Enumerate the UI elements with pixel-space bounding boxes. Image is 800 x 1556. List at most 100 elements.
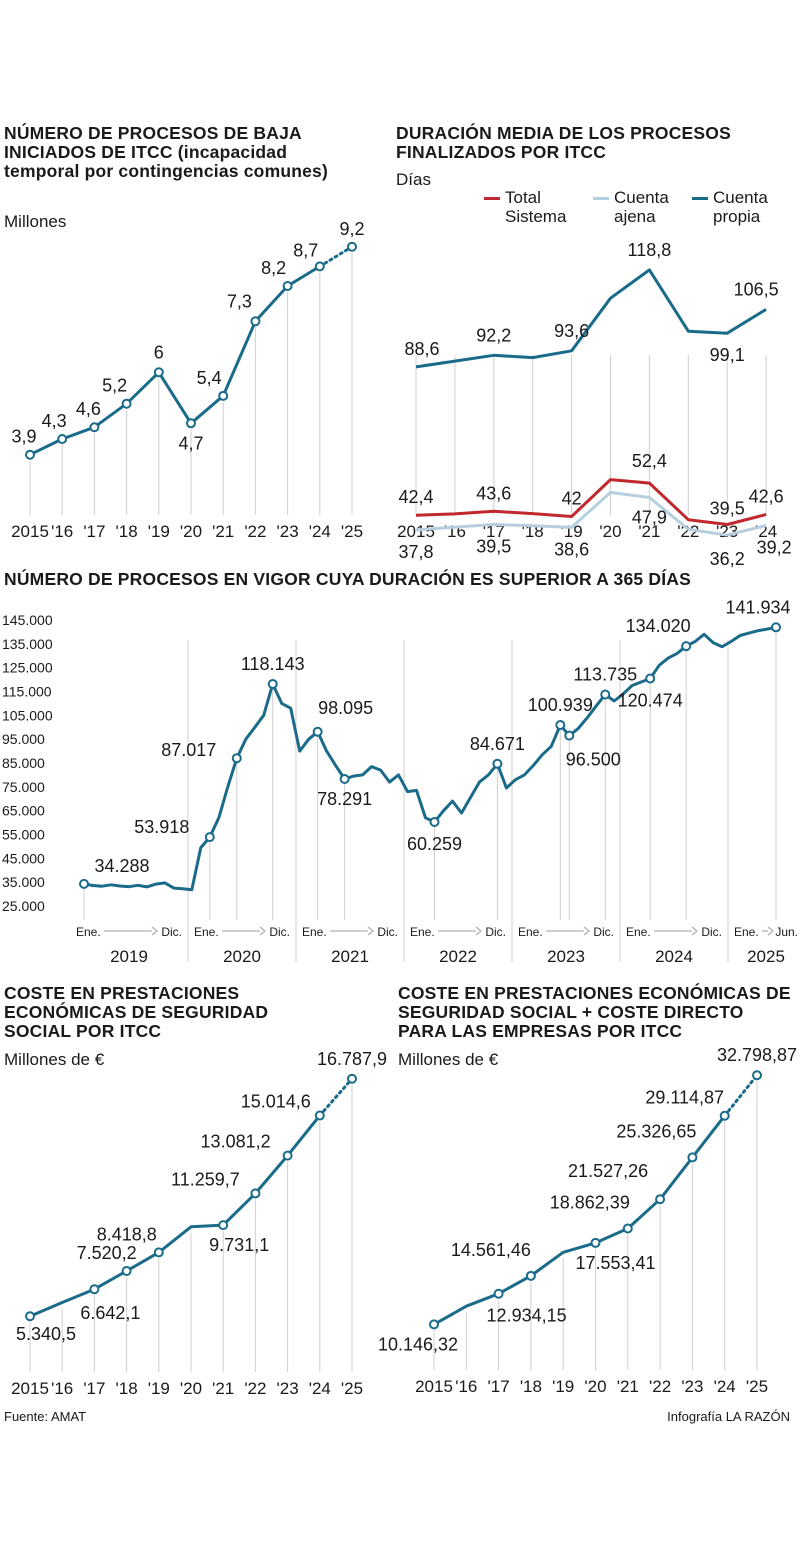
p1-data-label: 9,2 xyxy=(339,219,364,239)
p3-point-marker xyxy=(555,720,566,731)
legend-ajena: Cuenta ajena xyxy=(593,188,684,226)
p5-data-label: 12.934,15 xyxy=(487,1306,567,1326)
p3-point-marker xyxy=(645,673,656,684)
p3-month-start: Ene. xyxy=(302,925,327,939)
p1-point-marker xyxy=(282,281,293,291)
p4-data-label: 9.731,1 xyxy=(209,1235,269,1255)
p1-point-marker xyxy=(121,398,132,409)
p1-point-marker xyxy=(25,449,35,460)
p2-data-label-cuenta-ajena: 37,8 xyxy=(398,542,433,562)
p1-point-marker xyxy=(314,261,325,272)
p3-year-label: 2024 xyxy=(655,947,693,966)
p3-point-marker xyxy=(267,679,278,690)
p3-point-marker xyxy=(492,758,503,769)
p3-y-tick: 35.000 xyxy=(2,874,45,890)
p1-x-tick: '23 xyxy=(277,522,299,541)
p3-point-marker xyxy=(79,878,89,889)
p2-data-label-total-sistema: 42,4 xyxy=(398,487,433,507)
p2-data-label-cuenta-propia: 99,1 xyxy=(710,345,745,365)
p4-data-label: 7.520,2 xyxy=(77,1243,137,1263)
p1-series-line xyxy=(29,265,321,457)
p3-y-tick: 75.000 xyxy=(2,779,45,795)
p1-x-tick: '19 xyxy=(148,522,170,541)
p5-data-label: 21.527,26 xyxy=(568,1161,648,1181)
p5-projection-line xyxy=(723,1073,759,1118)
p1-point-marker xyxy=(347,241,357,252)
p3-point-marker xyxy=(681,641,692,652)
p3-y-tick: 65.000 xyxy=(2,803,45,819)
panel4-unit: Millones de € xyxy=(4,1050,105,1069)
p1-x-tick: '20 xyxy=(180,522,202,541)
p4-point-marker xyxy=(25,1311,35,1322)
p3-y-tick: 145.000 xyxy=(2,612,53,628)
p3-year-label: 2019 xyxy=(110,947,148,966)
p2-x-tick: 2015 xyxy=(397,522,435,541)
p5-x-tick: '19 xyxy=(552,1377,574,1396)
p1-data-label: 5,4 xyxy=(197,368,222,388)
p1-data-label: 4,7 xyxy=(178,433,203,453)
p3-data-label: 34.288 xyxy=(94,856,149,876)
p2-data-label-cuenta-propia: 88,6 xyxy=(404,339,439,359)
p5-point-marker xyxy=(687,1152,698,1163)
p1-point-marker xyxy=(250,316,261,327)
p4-data-label: 11.259,7 xyxy=(171,1169,240,1189)
p1-data-label: 3,9 xyxy=(11,427,36,447)
p1-x-tick: '21 xyxy=(212,522,234,541)
p3-data-label: 141.934 xyxy=(725,597,790,617)
p3-year-label: 2021 xyxy=(331,947,369,966)
p4-x-tick: '16 xyxy=(51,1379,73,1398)
p1-x-tick: 2015 xyxy=(11,522,49,541)
p1-x-tick: '25 xyxy=(341,522,363,541)
p5-data-label: 17.553,41 xyxy=(575,1253,655,1273)
p1-x-tick: '24 xyxy=(309,522,331,541)
p3-year-label: 2020 xyxy=(223,947,261,966)
p3-year-label: 2022 xyxy=(439,947,477,966)
p3-point-marker xyxy=(231,753,242,764)
p4-projection-line xyxy=(318,1077,354,1118)
p4-point-marker xyxy=(121,1265,132,1276)
p5-x-tick: '21 xyxy=(617,1377,639,1396)
p2-data-label-total-sistema: 42 xyxy=(562,488,582,508)
p1-x-tick: '16 xyxy=(51,522,73,541)
p5-x-tick: '18 xyxy=(520,1377,542,1396)
p3-year-label: 2023 xyxy=(547,947,585,966)
panel2-title: DURACIÓN MEDIA DE LOS PROCESOS FINALIZAD… xyxy=(396,123,731,162)
p2-data-label-cuenta-propia: 118,8 xyxy=(628,240,672,260)
p3-month-start: Ene. xyxy=(518,925,543,939)
p3-y-tick: 25.000 xyxy=(2,898,45,914)
p1-projection-line xyxy=(318,245,354,268)
p2-data-label-total-sistema: 43,6 xyxy=(476,483,511,503)
p1-data-label: 6 xyxy=(154,342,164,362)
p3-data-label: 120.474 xyxy=(618,690,683,710)
p5-point-marker xyxy=(493,1288,504,1299)
p4-x-tick: '19 xyxy=(148,1379,170,1398)
p3-y-tick: 135.000 xyxy=(2,636,53,652)
p5-x-tick: '17 xyxy=(488,1377,510,1396)
p5-data-label: 18.862,39 xyxy=(550,1193,630,1213)
p3-y-tick: 85.000 xyxy=(2,755,45,771)
p4-data-label: 13.081,2 xyxy=(201,1132,271,1152)
p1-data-label: 4,6 xyxy=(76,399,101,419)
p1-data-label: 8,7 xyxy=(293,240,318,260)
p2-data-label-cuenta-ajena: 38,6 xyxy=(554,539,589,559)
p5-x-tick: '25 xyxy=(746,1377,768,1396)
p5-point-marker xyxy=(429,1319,439,1330)
p3-point-marker xyxy=(312,726,323,737)
p2-x-tick: '16 xyxy=(444,522,466,541)
p3-month-end: Dic. xyxy=(269,925,290,939)
p1-point-marker xyxy=(89,422,100,433)
p3-month-arrowhead xyxy=(767,926,775,936)
p5-data-label: 10.146,32 xyxy=(378,1334,458,1354)
p2-data-label-cuenta-propia: 93,6 xyxy=(554,321,589,341)
p3-data-label: 98.095 xyxy=(318,698,373,718)
p3-data-label: 87.017 xyxy=(161,740,216,760)
legend-propia: Cuenta propia xyxy=(692,188,785,226)
p4-point-marker xyxy=(314,1110,325,1121)
p4-x-tick: '18 xyxy=(116,1379,138,1398)
panel3-title: NÚMERO DE PROCESOS EN VIGOR CUYA DURACIÓ… xyxy=(4,569,691,589)
panel1-title: NÚMERO DE PROCESOS DE BAJA INICIADOS DE … xyxy=(4,123,328,181)
p3-month-start: Ene. xyxy=(734,925,759,939)
p3-data-label: 78.291 xyxy=(317,789,372,809)
p1-data-label: 8,2 xyxy=(261,258,286,278)
